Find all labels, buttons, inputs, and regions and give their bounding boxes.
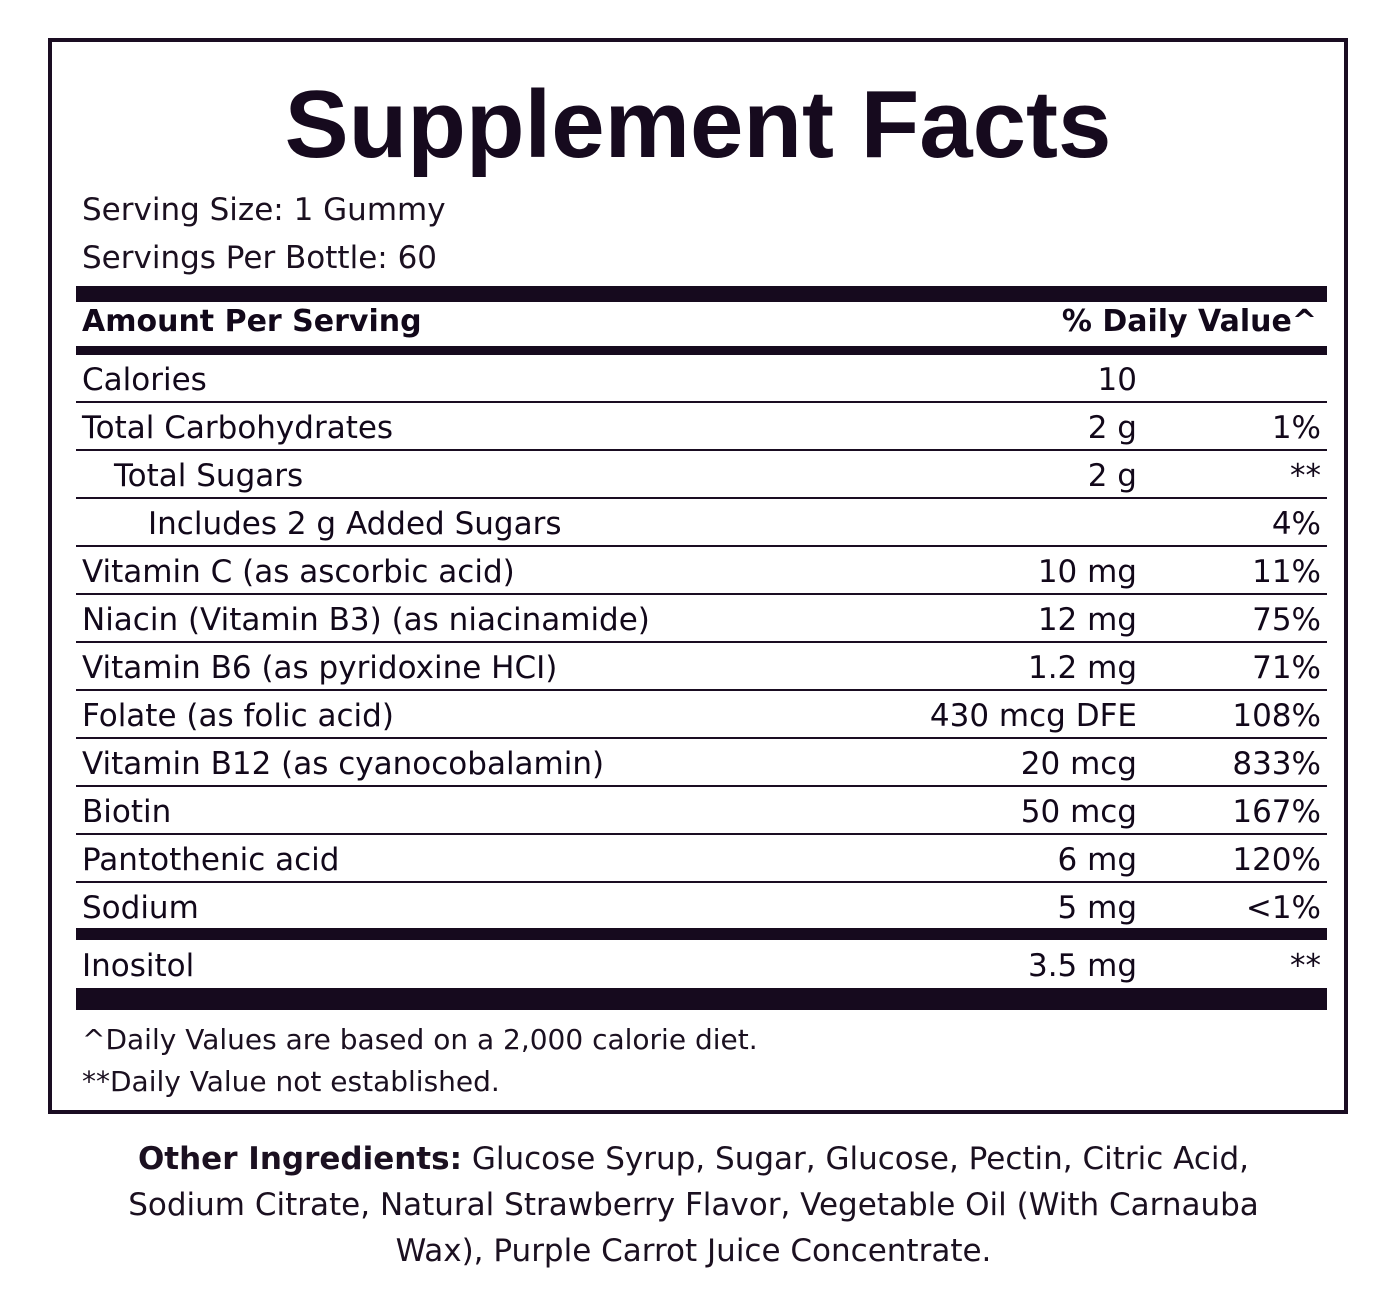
nutrient-amount: 430 mcg DFE <box>929 698 1137 734</box>
nutrient-daily-value: 4% <box>1271 506 1321 542</box>
nutrient-name: Folate (as folic acid) <box>82 698 394 734</box>
medium-divider <box>76 346 1327 355</box>
table-row: Total Sugars 2 g ** <box>76 452 1327 499</box>
medium-divider-lower <box>76 928 1327 940</box>
row-divider <box>76 833 1327 835</box>
row-divider <box>76 881 1327 883</box>
table-row: Calories 10 <box>76 356 1327 403</box>
row-divider <box>76 785 1327 787</box>
row-divider <box>76 449 1327 451</box>
nutrient-amount: 2 g <box>1087 410 1137 446</box>
thick-divider-bottom <box>76 988 1327 1010</box>
row-divider <box>76 689 1327 691</box>
nutrient-amount: 20 mcg <box>1020 746 1137 782</box>
row-divider <box>76 641 1327 643</box>
nutrient-amount: 3.5 mg <box>1027 948 1137 984</box>
table-row: Total Carbohydrates 2 g 1% <box>76 404 1327 451</box>
nutrient-name: Inositol <box>82 948 195 984</box>
table-row: Vitamin B12 (as cyanocobalamin) 20 mcg 8… <box>76 740 1327 787</box>
table-row: Vitamin B6 (as pyridoxine HCI) 1.2 mg 71… <box>76 644 1327 691</box>
nutrient-daily-value: 120% <box>1232 842 1321 878</box>
daily-value-header: % Daily Value^ <box>1061 304 1317 339</box>
row-divider <box>76 593 1327 595</box>
table-row: Folate (as folic acid) 430 mcg DFE 108% <box>76 692 1327 739</box>
nutrient-daily-value: 75% <box>1252 602 1321 638</box>
nutrient-name: Niacin (Vitamin B3) (as niacinamide) <box>82 602 650 638</box>
thick-divider-top <box>76 286 1327 302</box>
nutrient-daily-value: ** <box>1290 458 1321 494</box>
other-ingredients-text: Glucose Syrup, Sugar, Glucose, Pectin, C… <box>128 1141 1259 1269</box>
table-row: Pantothenic acid 6 mg 120% <box>76 836 1327 883</box>
other-ingredients-label: Other Ingredients: <box>137 1141 462 1177</box>
nutrient-amount: 10 <box>1097 362 1137 398</box>
table-row: Biotin 50 mcg 167% <box>76 788 1327 835</box>
nutrient-name: Total Carbohydrates <box>82 410 394 446</box>
other-ingredients: Other Ingredients: Glucose Syrup, Sugar,… <box>100 1136 1287 1274</box>
table-header: Amount Per Serving % Daily Value^ <box>76 300 1327 344</box>
nutrient-name: Total Sugars <box>114 458 304 494</box>
panel-title: Supplement Facts <box>284 71 1112 178</box>
nutrient-amount: 10 mg <box>1037 554 1137 590</box>
nutrient-daily-value: 833% <box>1232 746 1321 782</box>
row-divider <box>76 737 1327 739</box>
nutrient-name: Vitamin B6 (as pyridoxine HCI) <box>82 650 558 686</box>
footnote-not-established: **Daily Value not established. <box>82 1065 500 1098</box>
serving-size: Serving Size: 1 Gummy <box>82 192 446 228</box>
nutrient-daily-value: 108% <box>1232 698 1321 734</box>
servings-per-bottle: Servings Per Bottle: 60 <box>82 240 438 276</box>
nutrient-amount: 1.2 mg <box>1027 650 1137 686</box>
table-row: Vitamin C (as ascorbic acid) 10 mg 11% <box>76 548 1327 595</box>
supplement-facts-panel: Supplement Facts Serving Size: 1 Gummy S… <box>48 38 1348 1114</box>
nutrient-daily-value: 1% <box>1271 410 1321 446</box>
nutrient-name: Biotin <box>82 794 172 830</box>
amount-per-serving-header: Amount Per Serving <box>82 304 422 339</box>
nutrient-amount: 50 mcg <box>1020 794 1137 830</box>
nutrient-name: Pantothenic acid <box>82 842 340 878</box>
nutrient-amount: 5 mg <box>1057 890 1137 926</box>
nutrient-name: Vitamin C (as ascorbic acid) <box>82 554 515 590</box>
nutrient-name: Includes 2 g Added Sugars <box>148 506 562 542</box>
table-row: Sodium 5 mg <1% <box>76 884 1327 931</box>
nutrient-amount: 12 mg <box>1037 602 1137 638</box>
row-divider <box>76 401 1327 403</box>
nutrient-daily-value: ** <box>1290 948 1321 984</box>
row-divider <box>76 545 1327 547</box>
nutrient-daily-value: 11% <box>1252 554 1321 590</box>
nutrient-daily-value: 167% <box>1232 794 1321 830</box>
table-row: Niacin (Vitamin B3) (as niacinamide) 12 … <box>76 596 1327 643</box>
row-divider <box>76 497 1327 499</box>
footnote-daily-values: ^Daily Values are based on a 2,000 calor… <box>82 1023 758 1056</box>
nutrient-name: Sodium <box>82 890 199 926</box>
nutrient-daily-value: 71% <box>1252 650 1321 686</box>
nutrient-amount: 2 g <box>1087 458 1137 494</box>
nutrient-name: Vitamin B12 (as cyanocobalamin) <box>82 746 605 782</box>
table-row: Includes 2 g Added Sugars 4% <box>76 500 1327 547</box>
nutrient-name: Calories <box>82 362 207 398</box>
nutrient-daily-value: <1% <box>1245 890 1321 926</box>
nutrient-amount: 6 mg <box>1057 842 1137 878</box>
table-row: Inositol 3.5 mg ** <box>76 942 1327 989</box>
